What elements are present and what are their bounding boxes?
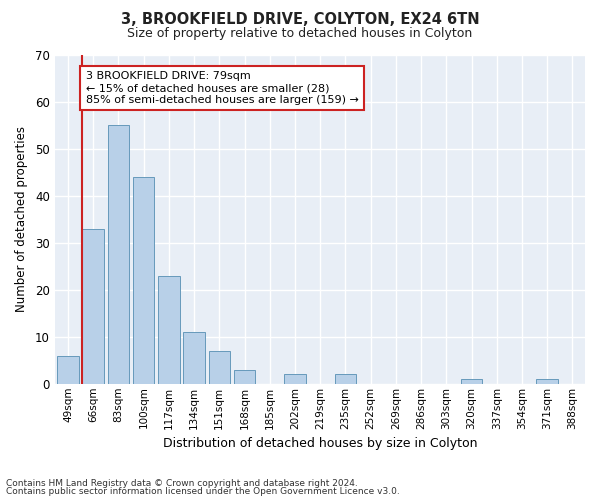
Text: 3, BROOKFIELD DRIVE, COLYTON, EX24 6TN: 3, BROOKFIELD DRIVE, COLYTON, EX24 6TN (121, 12, 479, 28)
Bar (461, 379, 482, 384)
Text: Size of property relative to detached houses in Colyton: Size of property relative to detached ho… (127, 28, 473, 40)
Text: Contains public sector information licensed under the Open Government Licence v3: Contains public sector information licen… (6, 487, 400, 496)
Bar (158, 276, 179, 384)
Y-axis label: Number of detached properties: Number of detached properties (15, 126, 28, 312)
Bar (108, 126, 129, 384)
Bar (133, 177, 154, 384)
Bar (335, 374, 356, 384)
Text: 3 BROOKFIELD DRIVE: 79sqm
← 15% of detached houses are smaller (28)
85% of semi-: 3 BROOKFIELD DRIVE: 79sqm ← 15% of detac… (86, 72, 358, 104)
Bar (57, 356, 79, 384)
Bar (82, 229, 104, 384)
Bar (536, 379, 558, 384)
Bar (234, 370, 255, 384)
X-axis label: Distribution of detached houses by size in Colyton: Distribution of detached houses by size … (163, 437, 478, 450)
Bar (284, 374, 305, 384)
Text: Contains HM Land Registry data © Crown copyright and database right 2024.: Contains HM Land Registry data © Crown c… (6, 478, 358, 488)
Bar (184, 332, 205, 384)
Bar (209, 351, 230, 384)
